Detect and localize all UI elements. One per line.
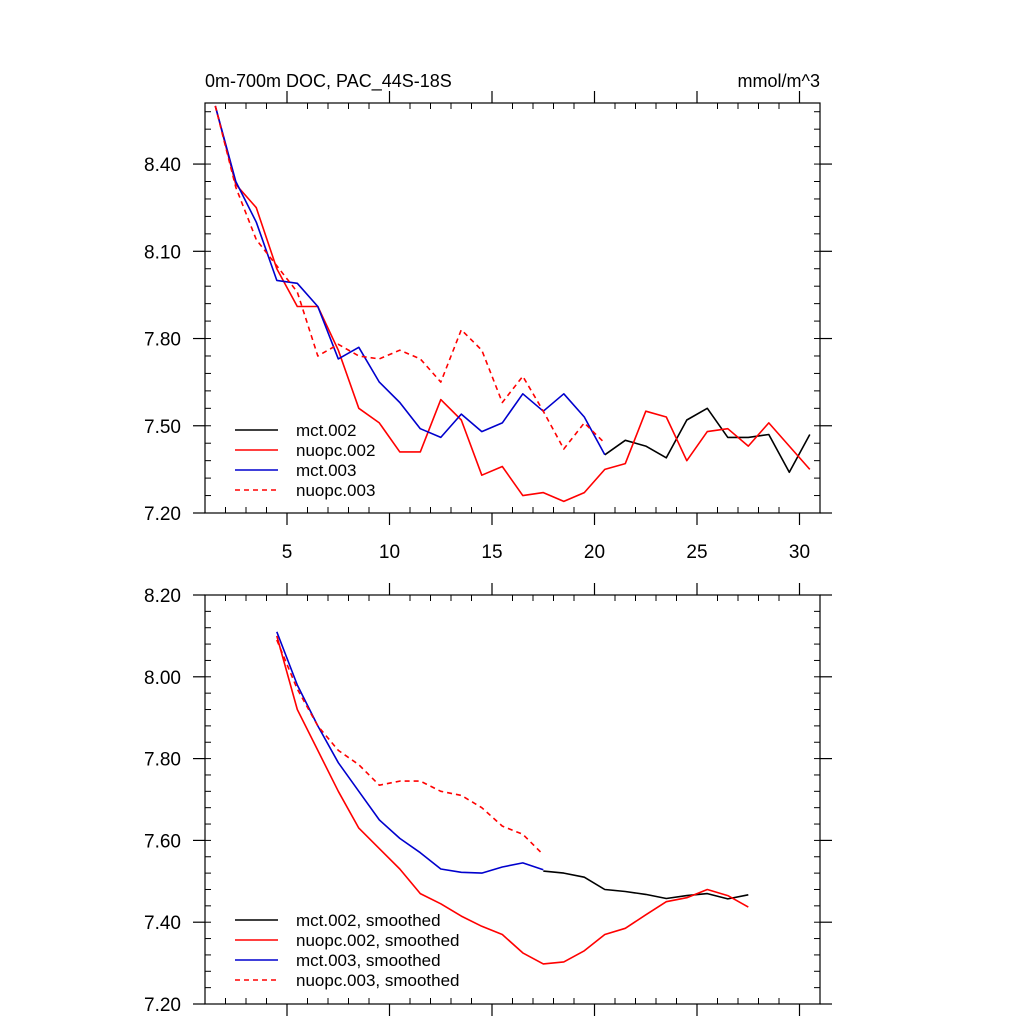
chart1-legend-label: nuopc.002 [296,441,375,460]
chart2-y-tick-label: 7.60 [144,831,181,852]
chart1-x-tick-label: 5 [282,542,293,563]
chart2-series-1-line [543,870,749,900]
chart1-x-tick-label: 20 [584,542,605,563]
chart2-y-tick-label: 7.80 [144,750,181,771]
chart2-series-3-line [276,631,544,874]
left-title: 0m-700m DOC, PAC_44S-18S [205,71,452,92]
chart2-legend-label: mct.003, smoothed [296,951,441,970]
chart1-series-4-line [214,105,606,450]
chart1-y-tick-label: 8.10 [144,242,181,263]
chart1-y-tick-label: 7.50 [144,417,181,438]
chart2-series-4-line [276,639,544,856]
chart1-y-tick-label: 8.40 [144,155,181,176]
chart1-series-3-line [214,105,606,456]
chart1-x-tick-label: 15 [481,542,502,563]
chart1-legend-label: mct.003 [296,461,356,480]
chart2-y-tick-label: 7.20 [144,995,181,1016]
chart2-series-2-line [276,635,749,965]
chart1-series-1-line [604,407,811,474]
chart2-legend-label: mct.002, smoothed [296,911,441,930]
units-label: mmol/m^3 [738,71,820,91]
chart1-y-tick-label: 7.80 [144,330,181,351]
chart1-x-tick-label: 10 [379,542,400,563]
chart1-legend-label: mct.002 [296,421,356,440]
chart2-legend-label: nuopc.003, smoothed [296,971,460,990]
chart2-legend-label: nuopc.002, smoothed [296,931,460,950]
top-panel: 5 10 15 20 25 307.207.507.808.108.40mct.002nu… [144,91,832,563]
chart2-y-tick-label: 8.00 [144,668,181,689]
chart2-y-tick-label: 8.20 [144,586,181,607]
chart2-y-tick-label: 7.40 [144,913,181,934]
chart1-legend-label: nuopc.003 [296,481,375,500]
chart1-x-tick-label: 25 [686,542,707,563]
bottom-panel: 7.20 7.40 7.60 7.80 8.00 8.20 mct.002, smoothe… [144,583,832,1016]
chart1-y-tick-label: 7.20 [144,504,181,525]
chart1-x-tick-label: 30 [789,542,810,563]
chart1-series-2-line [214,105,811,503]
